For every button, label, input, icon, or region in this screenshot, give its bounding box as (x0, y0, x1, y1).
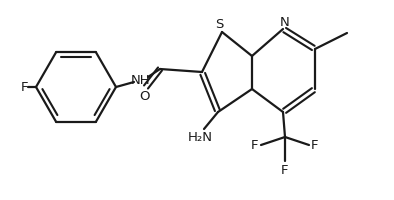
Text: F: F (311, 139, 319, 152)
Text: S: S (215, 18, 223, 31)
Text: F: F (281, 164, 289, 177)
Text: H₂N: H₂N (188, 131, 212, 144)
Text: NH: NH (131, 74, 151, 87)
Text: O: O (140, 90, 150, 103)
Text: N: N (280, 15, 290, 28)
Text: F: F (20, 81, 28, 94)
Text: F: F (251, 139, 259, 152)
